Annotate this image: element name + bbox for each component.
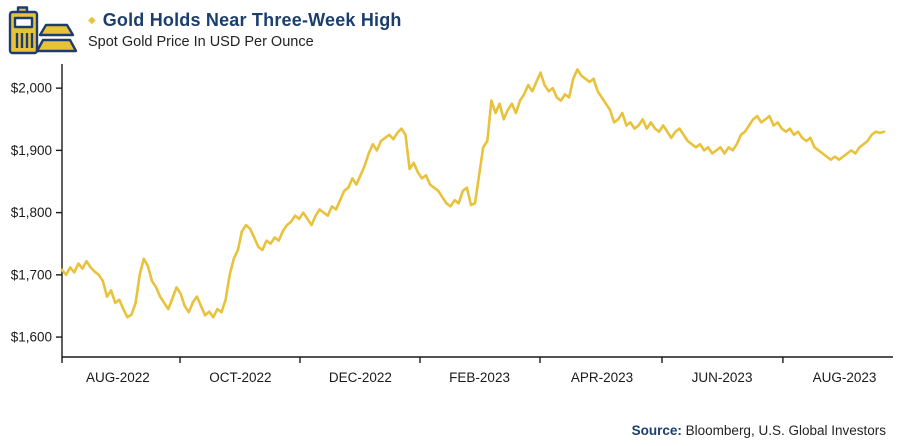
x-tick-label: AUG-2023 [813,370,877,385]
x-tick-label: JUN-2023 [692,370,753,385]
x-tick-label: OCT-2022 [209,370,271,385]
gold-price-line-chart: $1,600 $1,700 $1,800 $1,900 $2,000 AUG-2022 OC… [0,52,900,404]
x-tick-label: FEB-2023 [449,370,510,385]
y-tick-label: $1,800 [11,205,52,220]
x-tick-label: APR-2023 [571,370,633,385]
y-tick-label: $1,700 [11,267,52,282]
page-subtitle: Spot Gold Price In USD Per Ounce [88,34,314,50]
source-attribution: Source: Bloomberg, U.S. Global Investors [632,423,886,438]
y-tick-label: $1,900 [11,143,52,158]
source-label: Source: [631,423,682,438]
diamond-bullet: ◆ [88,14,96,26]
x-tick-label: AUG-2022 [86,370,150,385]
page-title: Gold Holds Near Three-Week High [102,10,402,30]
chart-header: ◆ Gold Holds Near Three-Week High Spot G… [8,6,402,56]
y-tick-label: $1,600 [11,330,52,345]
source-text: Bloomberg, U.S. Global Investors [681,423,886,438]
price-line [60,68,886,319]
x-tick-label: DEC-2022 [329,370,392,385]
y-tick-label: $2,000 [11,81,52,96]
gold-bars-icon [8,6,82,56]
title-block: ◆ Gold Holds Near Three-Week High Spot G… [88,6,402,50]
